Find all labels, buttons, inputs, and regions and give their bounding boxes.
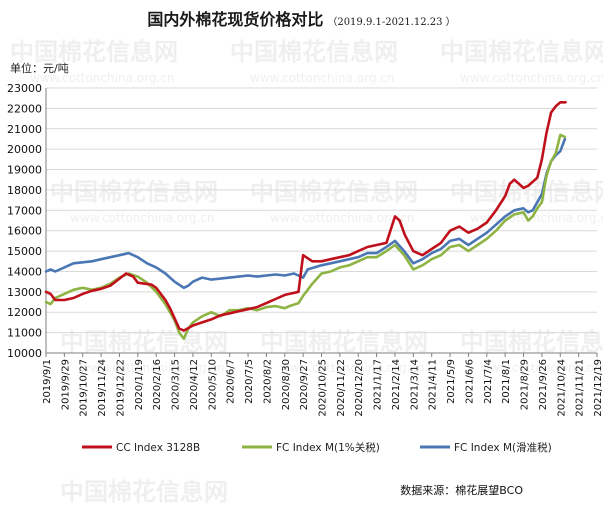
- watermark-text: 中国棉花信息网: [440, 38, 603, 66]
- y-tick-label: 19000: [7, 164, 42, 177]
- unit-label: 单位：元/吨: [10, 62, 69, 75]
- x-tick-label: 2021/9/26: [538, 359, 549, 410]
- x-tick-label: 2020/5/10: [207, 359, 218, 410]
- legend-label: FC Index M(1%关税): [276, 441, 380, 454]
- x-tick-label: 2020/7/5: [244, 359, 255, 404]
- y-tick-label: 15000: [7, 245, 42, 258]
- y-tick-label: 11000: [7, 327, 42, 340]
- watermark-url: www.cottonchina.org.cn: [460, 71, 603, 85]
- x-tick-label: 2020/8/2: [262, 359, 273, 404]
- watermark-url: www.cottonchina.org.cn: [30, 71, 174, 85]
- legend: CC Index 3128B FC Index M(1%关税) FC Index M…: [82, 441, 552, 454]
- watermark-url: www.cottonchina.org.cn: [480, 361, 603, 375]
- x-tick-label: 2021/5/9: [446, 359, 457, 404]
- x-tick-label: 2020/11/22: [336, 359, 347, 417]
- x-tick-label: 2021/8/29: [520, 359, 531, 410]
- chart-title-main: 国内外棉花现货价格对比: [147, 10, 324, 29]
- y-tick-labels: 10000 11000 12000 13000 14000 15000 16000 17000…: [7, 82, 42, 360]
- x-tick-label: 2020/1/19: [134, 359, 145, 410]
- x-tick-label: 2021/1/17: [373, 359, 384, 410]
- x-tick-label: 2020/12/20: [354, 359, 365, 417]
- x-tick-label: 2019/11/24: [97, 359, 108, 417]
- x-tick-label: 2020/4/12: [189, 359, 200, 410]
- watermark-url: www.cottonchina.org.cn: [80, 361, 224, 375]
- x-tick-label: 2020/9/27: [299, 359, 310, 410]
- source-label: 数据来源：棉花展望BCO: [400, 484, 523, 497]
- watermark-text: 中国棉花信息网: [60, 478, 228, 506]
- watermark-url: www.cottonchina.org.cn: [280, 361, 424, 375]
- y-tick-label: 21000: [7, 123, 42, 136]
- chart-title: 国内外棉花现货价格对比 （2019.9.1-2021.12.23 ）: [0, 6, 603, 30]
- legend-label: CC Index 3128B: [116, 442, 200, 454]
- x-tick-label: 2020/10/25: [318, 359, 329, 417]
- x-tick-label: 2021/3/14: [409, 359, 420, 410]
- y-tick-label: 20000: [7, 143, 42, 156]
- x-tick-label: 2020/6/7: [226, 359, 237, 404]
- y-tick-label: 22000: [7, 102, 42, 115]
- x-tick-label: 2021/6/6: [464, 359, 475, 404]
- watermark-text: 中国棉花信息网: [250, 178, 418, 206]
- x-tick-label: 2019/12/22: [115, 359, 126, 417]
- x-tick-label: 2021/10/24: [556, 359, 567, 417]
- x-tick-labels: 2019/9/1 2019/9/29 2019/10/27 2019/11/24 201…: [42, 359, 603, 417]
- watermark-url: www.cottonchina.org.cn: [270, 211, 414, 225]
- x-tick-label: 2019/10/27: [79, 359, 90, 417]
- axes: [45, 88, 598, 357]
- x-tick-label: 2021/8/1: [501, 359, 512, 404]
- watermark-text: 中国棉花信息网: [450, 178, 603, 206]
- x-tick-label: 2021/12/19: [593, 359, 603, 417]
- x-tick-label: 2021/4/11: [428, 359, 439, 410]
- watermark-url: www.cottonchina.org.cn: [70, 211, 214, 225]
- series-line: [44, 101, 567, 332]
- series-line: [44, 133, 567, 340]
- y-tick-label: 16000: [7, 225, 42, 238]
- y-tick-label: 13000: [7, 286, 42, 299]
- y-tick-label: 23000: [7, 82, 42, 95]
- watermark-text: 中国棉花信息网: [230, 38, 398, 66]
- x-tick-label: 2021/2/14: [391, 359, 402, 410]
- x-tick-label: 2021/7/4: [483, 359, 494, 404]
- x-tick-label: 2019/9/1: [42, 359, 53, 404]
- y-tick-label: 17000: [7, 204, 42, 217]
- series-line: [44, 137, 567, 290]
- x-tick-label: 2020/2/16: [152, 359, 163, 410]
- x-tick-label: 2020/8/30: [281, 359, 292, 410]
- watermark-text: 中国棉花信息网: [50, 178, 218, 206]
- grid-lines: [46, 87, 597, 334]
- chart-subtitle: （2019.9.1-2021.12.23 ）: [327, 17, 456, 28]
- watermark-layer: 中国棉花信息网 www.cottonchina.org.cn 中国棉花信息网 www.…: [10, 38, 603, 506]
- watermark-url: www.cottonchina.org.cn: [250, 71, 394, 85]
- y-tick-label: 18000: [7, 184, 42, 197]
- x-tick-label: 2020/3/15: [171, 359, 182, 410]
- y-tick-label: 14000: [7, 265, 42, 278]
- y-tick-label: 12000: [7, 306, 42, 319]
- legend-label: FC Index M(滑准税): [454, 441, 552, 454]
- watermark-text: 中国棉花信息网: [10, 38, 178, 66]
- series-lines: [44, 101, 567, 340]
- x-tick-label: 2021/11/21: [575, 359, 586, 417]
- x-tick-label: 2019/9/29: [60, 359, 71, 410]
- y-tick-label: 10000: [7, 347, 42, 360]
